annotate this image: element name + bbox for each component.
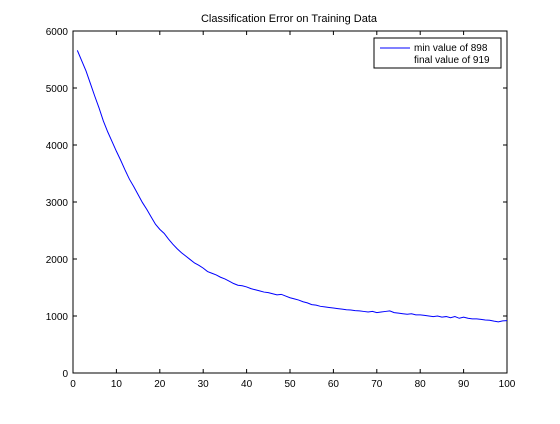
x-tick-label: 0	[70, 379, 76, 390]
legend-box	[373, 37, 502, 69]
y-tick-label: 6000	[46, 27, 69, 38]
axis-ticks: 0 10 20 30 40 50 60 70 80 90 100010002000300040005…	[46, 27, 516, 390]
x-tick-label: 40	[241, 379, 253, 390]
chart-title: Classification Error on Training Data	[201, 13, 378, 25]
legend-entry-final: final value of 919	[414, 55, 490, 66]
legend-entry-min: min value of 898	[414, 43, 488, 54]
x-tick-label: 80	[415, 379, 427, 390]
y-tick-label: 4000	[46, 141, 69, 152]
series-line	[76, 50, 508, 323]
x-tick-label: 10	[111, 379, 123, 390]
y-tick-label: 2000	[46, 255, 69, 266]
y-tick-label: 0	[62, 369, 68, 380]
plot-area-frame	[72, 30, 508, 374]
y-tick-label: 3000	[46, 198, 69, 209]
y-tick-label: 5000	[46, 84, 69, 95]
series-layer	[76, 50, 508, 323]
legend: min value of 898 final value of 919	[373, 37, 502, 69]
y-tick-label: 1000	[46, 312, 69, 323]
x-tick-label: 50	[284, 379, 296, 390]
x-tick-label: 70	[371, 379, 383, 390]
x-tick-label: 20	[154, 379, 166, 390]
x-tick-label: 60	[328, 379, 340, 390]
x-tick-label: 30	[198, 379, 210, 390]
x-tick-label: 100	[499, 379, 516, 390]
x-tick-label: 90	[458, 379, 470, 390]
